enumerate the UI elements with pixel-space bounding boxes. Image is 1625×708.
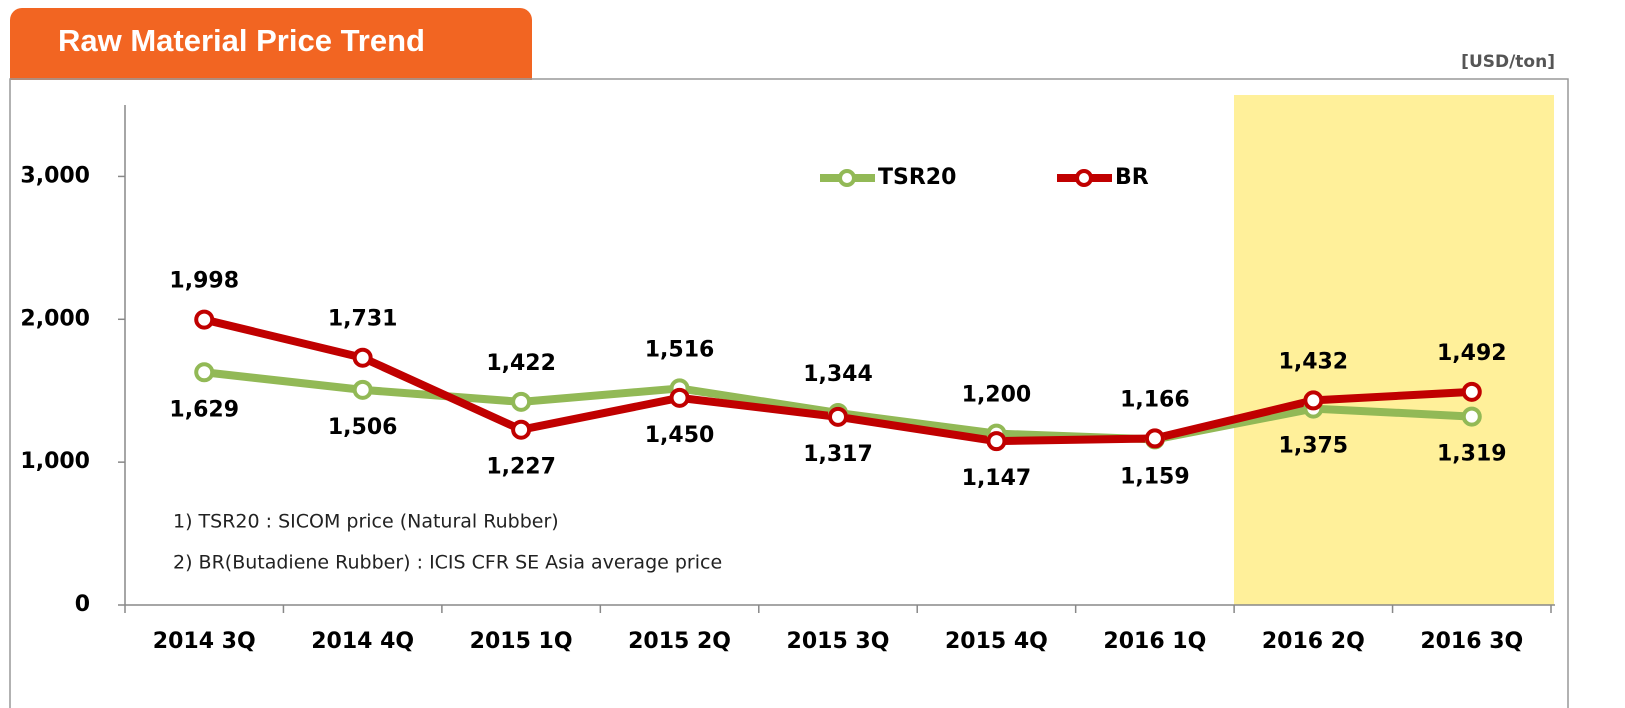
point [194, 362, 215, 383]
data-label: 1,492 [1437, 341, 1507, 366]
data-label: 1,998 [169, 269, 239, 294]
note: 2) BR(Butadiene Rubber) : ICIS CFR SE As… [173, 552, 722, 574]
y-tick-label: 3,000 [20, 163, 90, 188]
point [511, 419, 532, 440]
data-label: 1,317 [803, 442, 873, 467]
data-label: 1,344 [803, 362, 873, 387]
data-label: 1,227 [486, 455, 556, 480]
data-label: 1,159 [1120, 464, 1190, 489]
x-tick-label: 2015 2Q [628, 629, 731, 654]
data-label: 1,319 [1437, 442, 1507, 467]
x-tick-label: 2016 3Q [1420, 629, 1523, 654]
note: 1) TSR20 : SICOM price (Natural Rubber) [173, 511, 559, 533]
x-tick-label: 2014 3Q [153, 629, 256, 654]
point [352, 379, 373, 400]
data-label: 1,200 [962, 383, 1032, 408]
legend-label: BR [1115, 165, 1149, 190]
y-tick-label: 1,000 [20, 449, 90, 474]
data-label: 1,432 [1279, 349, 1349, 374]
point [194, 309, 215, 330]
x-tick-label: 2016 1Q [1103, 629, 1206, 654]
x-tick-label: 2014 4Q [311, 629, 414, 654]
legend-marker [1075, 169, 1093, 187]
chart-frame [9, 78, 1569, 708]
data-label: 1,375 [1279, 434, 1349, 459]
point [1461, 381, 1482, 402]
highlight-band [1234, 95, 1554, 605]
point [828, 406, 848, 427]
legend-label: TSR20 [878, 165, 956, 190]
point [986, 431, 1007, 452]
data-label: 1,506 [328, 415, 398, 440]
point [511, 391, 532, 412]
x-tick-label: 2016 2Q [1262, 629, 1365, 654]
data-label: 1,450 [645, 423, 715, 448]
y-tick-label: 0 [75, 592, 90, 617]
data-label: 1,166 [1120, 387, 1190, 412]
y-tick-label: 2,000 [20, 306, 90, 331]
data-label: 1,731 [328, 307, 398, 332]
data-label: 1,422 [486, 351, 556, 376]
point [1303, 390, 1324, 411]
point [1144, 428, 1165, 449]
point [669, 387, 690, 408]
point [1461, 406, 1482, 427]
title-tab-base [10, 60, 532, 80]
unit-label: [USD/ton] [1461, 52, 1555, 72]
x-tick-label: 2015 3Q [787, 629, 890, 654]
data-label: 1,147 [962, 466, 1032, 491]
data-label: 1,629 [169, 397, 239, 422]
data-label: 1,516 [645, 337, 715, 362]
x-tick-label: 2015 1Q [470, 629, 573, 654]
chart-title: Raw Material Price Trend [58, 23, 425, 58]
legend-marker [838, 169, 856, 187]
x-tick-label: 2015 4Q [945, 629, 1048, 654]
point [352, 347, 373, 368]
